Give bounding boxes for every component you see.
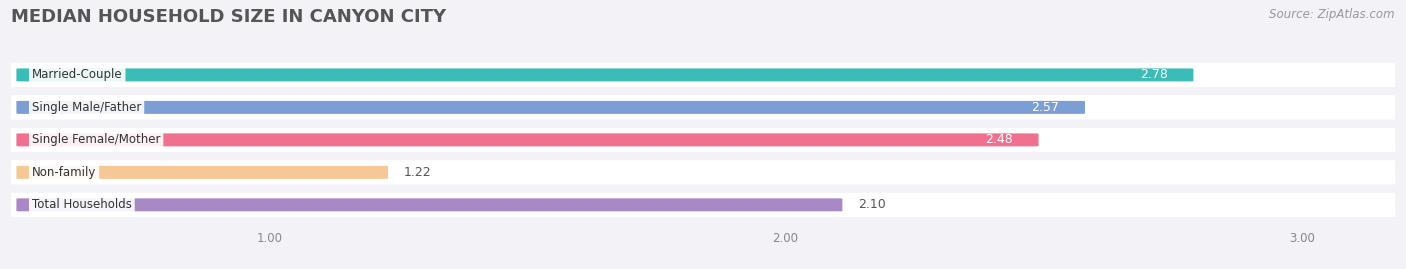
Text: Single Female/Mother: Single Female/Mother (32, 133, 160, 146)
Text: Non-family: Non-family (32, 166, 96, 179)
Text: 2.57: 2.57 (1032, 101, 1059, 114)
FancyBboxPatch shape (17, 133, 1039, 146)
FancyBboxPatch shape (3, 95, 1403, 120)
FancyBboxPatch shape (17, 198, 842, 211)
FancyBboxPatch shape (3, 160, 1403, 185)
Text: MEDIAN HOUSEHOLD SIZE IN CANYON CITY: MEDIAN HOUSEHOLD SIZE IN CANYON CITY (11, 8, 446, 26)
Text: 2.10: 2.10 (858, 198, 886, 211)
FancyBboxPatch shape (17, 68, 1194, 82)
Text: 1.22: 1.22 (404, 166, 432, 179)
FancyBboxPatch shape (17, 101, 1085, 114)
Text: Single Male/Father: Single Male/Father (32, 101, 141, 114)
FancyBboxPatch shape (3, 193, 1403, 217)
FancyBboxPatch shape (17, 166, 388, 179)
Text: 2.78: 2.78 (1140, 68, 1167, 82)
FancyBboxPatch shape (3, 128, 1403, 152)
FancyBboxPatch shape (3, 63, 1403, 87)
Text: Married-Couple: Married-Couple (32, 68, 122, 82)
Text: 2.48: 2.48 (986, 133, 1012, 146)
Text: Source: ZipAtlas.com: Source: ZipAtlas.com (1270, 8, 1395, 21)
Text: Total Households: Total Households (32, 198, 132, 211)
